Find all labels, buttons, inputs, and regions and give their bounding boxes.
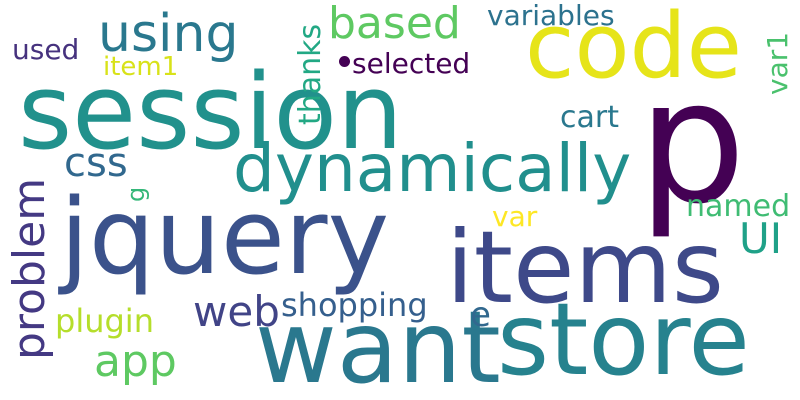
word-web: web <box>193 287 280 336</box>
word-used: used <box>12 33 80 66</box>
word-css: css <box>64 140 128 186</box>
word-item1: item1 <box>103 52 179 82</box>
word-session: session <box>18 51 403 173</box>
word-variables: variables <box>487 0 615 32</box>
word-var: var <box>492 200 538 233</box>
word-shopping: shopping <box>281 286 428 324</box>
word-named: named <box>686 189 791 224</box>
word-using: using <box>98 4 239 64</box>
word-selected: selected <box>352 47 471 80</box>
word-var1: var1 <box>761 31 794 95</box>
word-store: store <box>497 281 750 398</box>
word-dynamically: dynamically <box>233 130 632 207</box>
word-based: based <box>328 0 461 49</box>
word-e: e <box>470 295 491 335</box>
word-items: items <box>446 209 725 326</box>
word-code: code <box>525 0 743 99</box>
word-want: want <box>255 289 501 400</box>
word-p: p <box>638 44 746 242</box>
word-thanks: thanks <box>293 23 328 125</box>
word-ui: UI <box>739 214 783 263</box>
word-app: app <box>94 336 177 387</box>
word-jquery: jquery <box>60 176 390 298</box>
word-g: g <box>122 186 150 202</box>
word-cart: cart <box>560 100 619 135</box>
word-dot <box>339 56 350 67</box>
word-plugin: plugin <box>55 302 154 340</box>
word-problem: problem <box>4 177 55 360</box>
